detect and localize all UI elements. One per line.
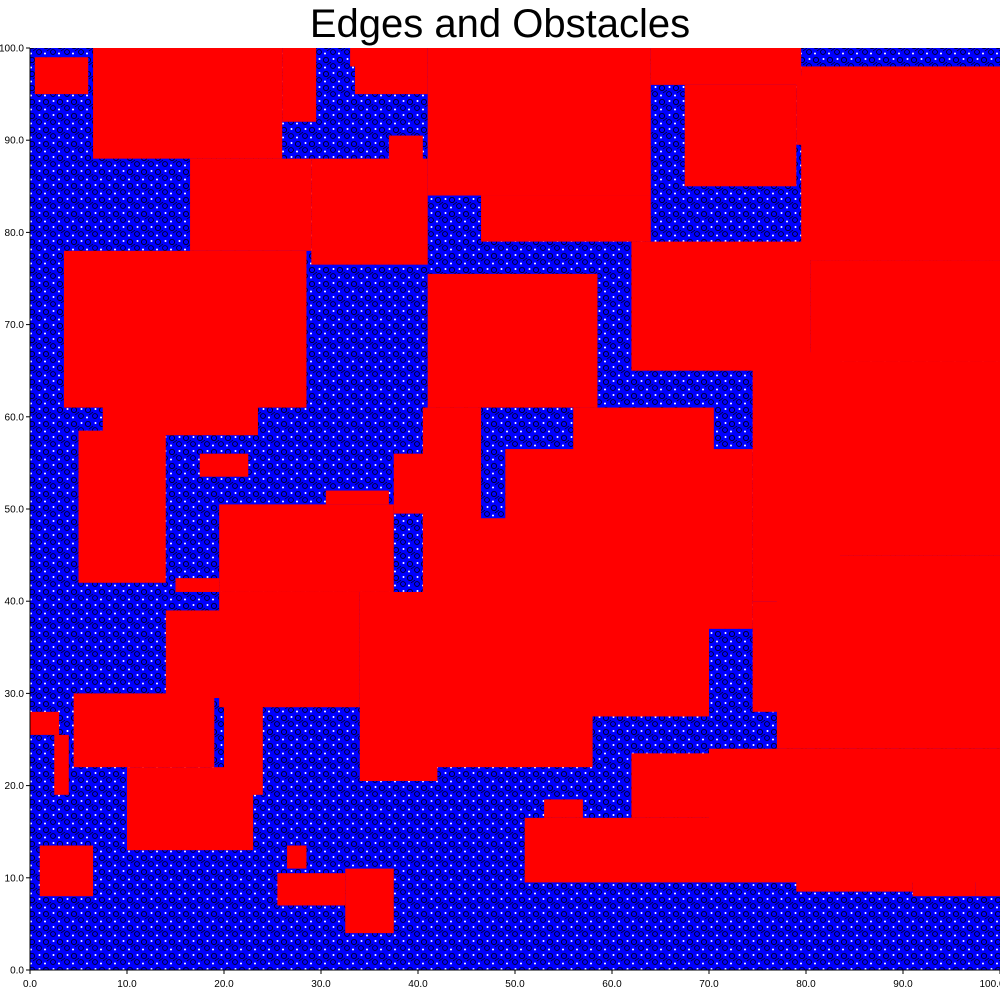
x-tick-label-3: 30.0 bbox=[311, 979, 331, 990]
obstacle-14 bbox=[437, 94, 462, 131]
obstacle-45 bbox=[287, 845, 307, 869]
obstacle-47 bbox=[345, 868, 394, 934]
obstacle-13 bbox=[388, 135, 423, 205]
x-tick-label-1: 10.0 bbox=[117, 979, 137, 990]
obstacle-0 bbox=[34, 57, 89, 95]
obstacle-52 bbox=[776, 555, 1000, 749]
obstacle-15 bbox=[650, 48, 802, 85]
obstacle-28 bbox=[325, 490, 389, 505]
x-tick-label-9: 90.0 bbox=[893, 979, 913, 990]
obstacle-16 bbox=[684, 84, 797, 187]
obstacle-2 bbox=[282, 48, 317, 122]
x-tick-label-2: 20.0 bbox=[214, 979, 234, 990]
y-tick-label-5: 50.0 bbox=[5, 505, 25, 516]
x-tick-label-6: 60.0 bbox=[602, 979, 622, 990]
obstacle-21 bbox=[810, 260, 1000, 362]
x-tick-label-5: 50.0 bbox=[505, 979, 525, 990]
y-tick-label-8: 80.0 bbox=[5, 228, 25, 239]
chart-title: Edges and Obstacles bbox=[310, 2, 690, 46]
y-tick-label-9: 90.0 bbox=[5, 136, 25, 147]
y-axis-ticks: 0.0 10.0 20.0 30.0 40.0 50.0 60.0 70.0 80.0 90.0 1… bbox=[0, 44, 30, 977]
obstacle-12 bbox=[481, 195, 651, 242]
obstacle-18 bbox=[796, 75, 952, 145]
obstacle-9 bbox=[199, 453, 249, 477]
y-tick-label-3: 30.0 bbox=[5, 689, 25, 700]
axes: 0.0 10.0 20.0 30.0 40.0 50.0 60.0 70.0 80.0 90.0 1… bbox=[0, 44, 1000, 990]
obstacle-29 bbox=[175, 578, 220, 592]
obstacle-44 bbox=[39, 845, 94, 897]
obstacle-53 bbox=[796, 854, 913, 892]
obstacle-54 bbox=[912, 868, 976, 897]
obstacles-layer bbox=[30, 48, 1000, 934]
x-tick-label-4: 40.0 bbox=[408, 979, 428, 990]
obstacle-37 bbox=[699, 545, 748, 574]
obstacle-8 bbox=[78, 430, 166, 583]
obstacle-36 bbox=[597, 449, 753, 629]
obstacle-20 bbox=[631, 241, 811, 371]
obstacle-26 bbox=[393, 453, 428, 514]
y-tick-label-6: 60.0 bbox=[5, 412, 25, 423]
obstacle-46 bbox=[277, 873, 346, 906]
y-tick-label-10: 100.0 bbox=[0, 44, 24, 55]
y-tick-label-7: 70.0 bbox=[5, 320, 25, 331]
obstacle-22 bbox=[835, 361, 1000, 556]
obstacle-43 bbox=[54, 734, 69, 795]
obstacle-55 bbox=[975, 813, 1000, 897]
obstacle-49 bbox=[544, 799, 583, 818]
obstacle-11 bbox=[427, 48, 651, 196]
obstacle-31 bbox=[219, 591, 360, 708]
y-tick-label-2: 20.0 bbox=[5, 781, 25, 792]
obstacle-5 bbox=[190, 158, 312, 251]
y-tick-label-1: 10.0 bbox=[5, 873, 25, 884]
obstacle-42 bbox=[224, 702, 263, 795]
obstacle-19 bbox=[951, 121, 1000, 261]
x-axis-ticks: 0.0 10.0 20.0 30.0 40.0 50.0 60.0 70.0 80.0 90.0 1… bbox=[23, 970, 1000, 990]
obstacle-27 bbox=[219, 504, 394, 592]
x-tick-label-10: 100.0 bbox=[979, 979, 1000, 990]
obstacle-40 bbox=[73, 693, 215, 768]
y-tick-label-4: 40.0 bbox=[5, 597, 25, 608]
x-tick-label-0: 0.0 bbox=[23, 979, 37, 990]
x-tick-label-7: 70.0 bbox=[699, 979, 719, 990]
y-tick-label-0: 0.0 bbox=[10, 966, 24, 977]
obstacle-39 bbox=[30, 711, 60, 735]
obstacle-24 bbox=[427, 273, 598, 408]
obstacle-10 bbox=[354, 48, 428, 95]
plot-area bbox=[30, 48, 1000, 970]
obstacle-25 bbox=[422, 407, 482, 528]
obstacle-6 bbox=[63, 250, 307, 408]
obstacle-1 bbox=[93, 48, 283, 159]
obstacle-7 bbox=[102, 389, 258, 436]
x-tick-label-8: 80.0 bbox=[796, 979, 816, 990]
obstacle-48 bbox=[524, 817, 709, 883]
